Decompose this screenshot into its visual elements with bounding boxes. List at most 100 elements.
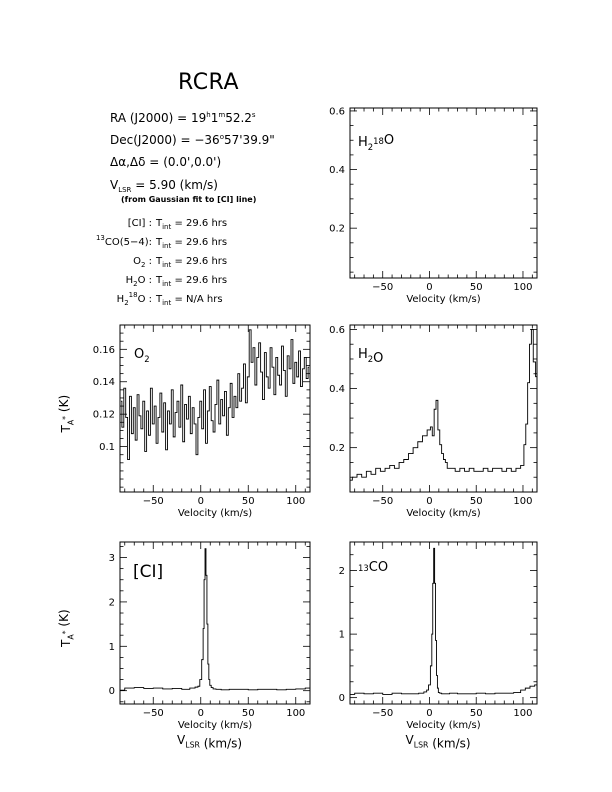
y-axis-label: TA* (K) <box>57 395 75 434</box>
spectrum-line-ci-0 <box>120 548 310 691</box>
tint-sub: int <box>162 261 172 269</box>
tint-row-o2-label: O2 : <box>20 256 152 269</box>
tint-value: = 29.6 hrs <box>174 218 228 229</box>
y-tick-label: 0.2 <box>329 224 345 235</box>
x-tick-label: 50 <box>242 496 255 507</box>
ra-line: RA (J2000) = 19h1m52.2s <box>110 111 256 125</box>
y-tick-label: 0.4 <box>329 384 345 395</box>
ra-h: 19 <box>191 111 207 125</box>
y-tick-label: 1 <box>339 630 345 641</box>
plot-frame <box>349 324 538 493</box>
dec-deg: −36 <box>194 133 220 147</box>
y-tick-label: 0.14 <box>93 377 115 388</box>
x-tick-label: −50 <box>143 708 164 719</box>
plot-frame <box>349 541 538 705</box>
y-tick-label: 2 <box>339 566 345 577</box>
x-axis-label: Velocity (km/s) <box>406 720 480 731</box>
plot-panel-o2: −50 0 50 100 0.1 0.12 0.14 0.16 Velocity (km/s) T… <box>57 324 311 519</box>
dec-line: Dec(J2000) = −36o57'39.9" <box>110 133 275 147</box>
tint-sub: int <box>162 223 172 231</box>
vlsr-main: V <box>110 178 119 192</box>
y-tick-label: 2 <box>109 597 115 608</box>
tint-sub: int <box>162 242 172 250</box>
x-tick-label: 50 <box>470 282 483 293</box>
offset-line: Δα,Δδ = (0.0',0.0') <box>110 155 221 169</box>
plot-panel-ci: −50 0 50 100 0 1 2 3 Velocity (km/s) VLSR (km/s) T… <box>57 541 311 751</box>
tint-row-o2-pre: O <box>133 256 141 267</box>
tint-row-o2-name: : <box>145 256 152 267</box>
y-tick-label: 0.4 <box>329 165 345 176</box>
y-tick-label: 0.6 <box>329 325 345 336</box>
x-tick-label: 100 <box>513 708 532 719</box>
plot-panel-h2o: −50 0 50 100 0.2 0.4 0.6 Velocity (km/s) H2O <box>329 324 538 519</box>
spectrum-line-h2o-0 <box>350 328 537 481</box>
ra-label: RA (J2000) = <box>110 111 188 125</box>
plot-frame <box>119 541 311 705</box>
x-tick-label: −50 <box>143 496 164 507</box>
x-axis-label-vlsr: VLSR (km/s) <box>406 733 471 751</box>
ra-s-unit: s <box>251 111 256 119</box>
tint-row-13co-name: CO(5−4): <box>104 237 152 248</box>
vlsr-sub: LSR <box>118 186 132 194</box>
tint-row-13co-sup: 13 <box>95 234 105 242</box>
x-axis-label: Velocity (km/s) <box>178 720 252 731</box>
ra-h-unit: h <box>206 111 211 119</box>
x-axis-label: Velocity (km/s) <box>406 508 480 519</box>
x-tick-label: 0 <box>426 708 432 719</box>
tint-row-h218o-sup: 18 <box>128 291 138 299</box>
tint-row-o2-sub: 2 <box>140 261 146 269</box>
fit-note: (from Gaussian fit to [CI] line) <box>121 195 257 204</box>
tint-row-h2o-value: Tint = 29.6 hrs <box>156 275 228 288</box>
plot-panel-h2_18o: −50 0 50 100 0.2 0.4 0.6 Velocity (km/s) H218O <box>329 106 538 305</box>
offset-value: (0.0',0.0') <box>163 155 222 169</box>
tint-row-13co-value: Tint = 29.6 hrs <box>156 237 228 250</box>
y-tick-label: 0.16 <box>93 345 115 356</box>
y-tick-label: 0 <box>339 693 345 704</box>
panel-label-ci: [CI] <box>133 562 163 582</box>
x-tick-label: 50 <box>470 496 483 507</box>
panel-label-13co: 13CO <box>358 560 388 575</box>
x-tick-label: 0 <box>426 496 432 507</box>
x-tick-label: 100 <box>286 708 305 719</box>
tint-sub: int <box>162 299 172 307</box>
tint-row-h218o-sub: 2 <box>124 299 129 307</box>
x-axis-label: Velocity (km/s) <box>178 508 252 519</box>
y-tick-label: 0 <box>109 686 115 697</box>
vlsr-line: VLSR = 5.90 (km/s) <box>110 178 218 194</box>
tint-row-h218o-name: O : <box>137 294 152 305</box>
x-tick-label: −50 <box>372 496 393 507</box>
tint-value: = 29.6 hrs <box>174 237 228 248</box>
spectrum-line-o2-0 <box>120 329 310 461</box>
plot-frame <box>119 324 311 493</box>
tint-row-h218o-label: H218O : <box>20 291 152 307</box>
tint-row-h2o-label: H2O : <box>20 275 152 288</box>
x-tick-label: 0 <box>198 708 204 719</box>
ra-m: 1 <box>210 111 219 125</box>
page-title: RCRA <box>178 70 239 95</box>
x-tick-label: 100 <box>513 496 532 507</box>
tint-row-13co-label: 13CO(5−4): <box>20 234 152 249</box>
tint-row-o2-value: Tint = 29.6 hrs <box>156 256 228 269</box>
x-tick-label: 0 <box>198 496 204 507</box>
plot-frame <box>349 107 538 279</box>
offset-label: Δα,Δδ = <box>110 155 160 169</box>
dec-label: Dec(J2000) = <box>110 133 191 147</box>
tint-row-ci-name: [CI] : <box>127 218 152 229</box>
x-tick-label: −50 <box>372 708 393 719</box>
tint-value: = 29.6 hrs <box>174 275 228 286</box>
plot-panel-13co: −50 0 50 100 0 1 2 Velocity (km/s) VLSR (km/s) 13… <box>339 541 538 751</box>
y-tick-label: 0.12 <box>93 410 115 421</box>
x-tick-label: −50 <box>372 282 393 293</box>
tint-value: = N/A hrs <box>174 294 223 305</box>
panel-label-o2: O2 <box>134 347 150 364</box>
ra-s: 52.2 <box>225 111 252 125</box>
y-axis-label: TA* (K) <box>57 609 75 648</box>
x-tick-label: 50 <box>242 708 255 719</box>
panel-label-h2o: H2O <box>358 347 383 366</box>
ra-m-unit: m <box>218 111 226 119</box>
tint-value: = 29.6 hrs <box>174 256 228 267</box>
x-tick-label: 0 <box>426 282 432 293</box>
dec-rest: 57'39.9" <box>223 133 275 147</box>
